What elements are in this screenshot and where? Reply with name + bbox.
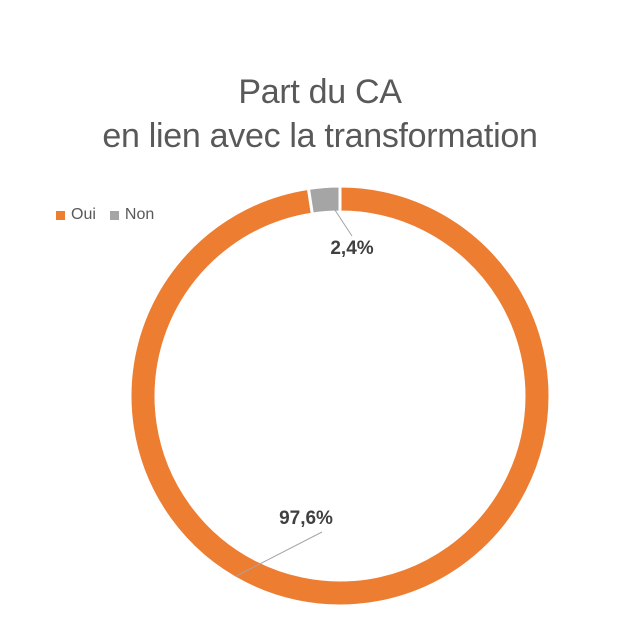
donut-slice-oui — [128, 184, 552, 608]
legend-swatch-oui — [56, 210, 65, 220]
data-label-oui: 97,6% — [279, 508, 333, 529]
legend-item-non: Non — [109, 206, 155, 224]
legend-item-oui: Oui — [56, 206, 96, 224]
donut-slice-non — [306, 184, 342, 216]
chart-title-line-1: Part du CA — [238, 73, 402, 111]
legend-label-non: Non — [124, 206, 155, 223]
chart-legend: Oui Non — [56, 206, 168, 224]
data-label-non: 2,4% — [330, 238, 373, 259]
leader-line-oui — [235, 531, 323, 577]
leader-line-non — [324, 194, 353, 237]
legend-label-oui: Oui — [71, 206, 96, 223]
legend-swatch-non — [109, 210, 119, 220]
chart-title-line-2: en lien avec la transformation — [102, 117, 538, 155]
